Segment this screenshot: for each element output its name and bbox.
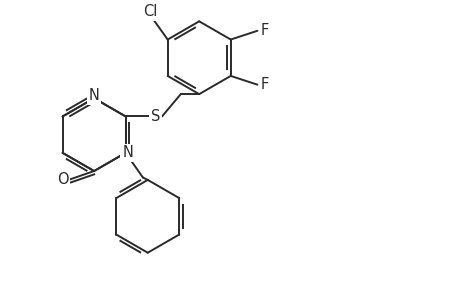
Text: N: N [122,145,133,160]
Text: Cl: Cl [143,4,157,19]
Text: O: O [56,172,68,187]
Text: S: S [151,109,160,124]
Text: F: F [260,23,268,38]
Text: N: N [89,88,99,103]
Text: F: F [260,77,268,92]
